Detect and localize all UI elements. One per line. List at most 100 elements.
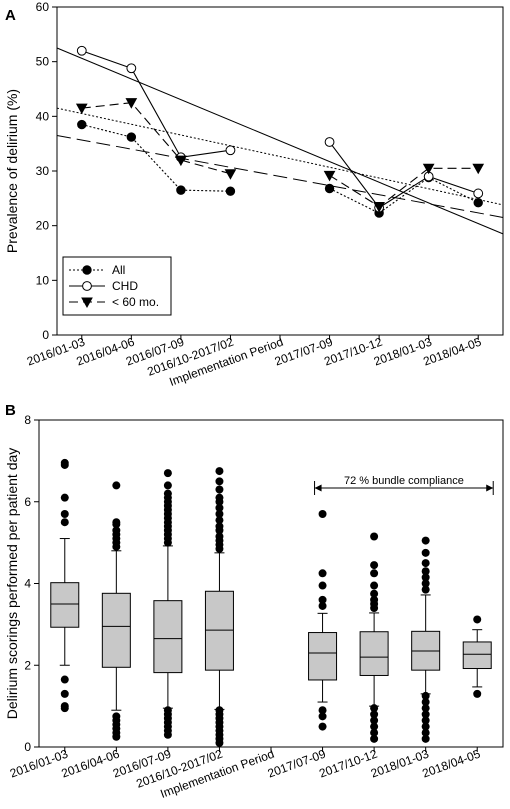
panel-b-outlier-0-6 [60, 458, 69, 467]
panel-b-outlier-5-1 [318, 712, 327, 721]
panel-b-box-group-8 [462, 615, 492, 698]
panel-a-point-1-5 [324, 137, 335, 147]
panel-b-outlier-6-5 [370, 704, 379, 713]
panel-b-outlier-7-0 [421, 734, 430, 743]
panel-a-series-line-1-1 [329, 141, 479, 209]
panel-b-outlier-3-21 [215, 477, 224, 486]
panel-b-box-2 [153, 600, 183, 674]
panel-a-ytick-label-5: 50 [36, 55, 50, 69]
panel-b-outlier-3-20 [215, 485, 224, 494]
panel-a-point-1-0 [76, 45, 87, 56]
panel-a-trend-1 [56, 47, 504, 235]
panel-a-ytick-label-6: 60 [36, 0, 50, 14]
panel-b-outlier-1-12 [112, 518, 121, 527]
panel-a-trend-0 [56, 107, 504, 206]
panel-b-outlier-6-9 [370, 589, 379, 598]
panel-b-outlier-7-1 [421, 728, 430, 737]
panel-a-series-line-2-0 [81, 102, 231, 175]
panel-b-outlier-8-0 [473, 689, 482, 698]
panel-b-outlier-5-0 [318, 722, 327, 731]
panel-b-xtick-label-6: 2017/10-12 [317, 747, 379, 781]
panel-b-outlier-3-14 [215, 522, 224, 531]
panel-b-ytick-label-1: 2 [24, 658, 31, 672]
panel-a-point-2-3 [224, 169, 237, 180]
panel-b-box-8 [462, 641, 492, 670]
panel-b-outlier-6-1 [370, 728, 379, 737]
panel-a-series-line-0-0 [81, 124, 231, 192]
panel-b-outlier-6-12 [370, 561, 379, 570]
panel-a-point-0-3 [225, 186, 236, 196]
panel-b-outlier-3-19 [215, 493, 224, 502]
panel-b-box-1 [101, 592, 131, 668]
panel-b-outlier-7-14 [421, 536, 430, 545]
panel-b-outlier-7-11 [421, 567, 430, 576]
panel-a-legend-marker-1 [82, 281, 92, 291]
panel-b-outlier-2-19 [163, 489, 172, 498]
panel-b-ytick-label-3: 6 [24, 495, 31, 509]
panel-b-outlier-5-6 [318, 569, 327, 578]
panel-b-outlier-6-8 [370, 595, 379, 604]
panel-b-xtick-label-8: 2018/04-05 [420, 747, 482, 781]
panel-b-ylabel: Delirium scorings performed per patient … [4, 448, 20, 720]
panel-b-box-group-3 [204, 467, 234, 747]
panel-b-outlier-6-2 [370, 722, 379, 731]
panel-b-outlier-2-6 [163, 706, 172, 715]
panel-b-box-group-5 [308, 510, 338, 731]
panel-b-outlier-0-4 [60, 493, 69, 502]
panel-b-ytick-label-2: 4 [24, 577, 31, 591]
panel-b-outlier-6-13 [370, 532, 379, 541]
panel-a-point-1-8 [473, 188, 484, 199]
panel-b-outlier-7-13 [421, 548, 430, 557]
panel-a-point-2-5 [323, 170, 336, 182]
panel-b-outlier-7-2 [421, 722, 430, 731]
panel-a-ylabel: Prevalence of delirium (%) [4, 89, 20, 253]
panel-a-point-2-8 [472, 163, 485, 175]
panel-a-point-2-2 [175, 155, 187, 167]
panel-b-box-6 [359, 631, 389, 676]
panel-b-outlier-7-3 [421, 716, 430, 725]
panel-b-box-0 [50, 582, 80, 628]
panel-a-series-line-1-0 [81, 50, 231, 158]
panel-a-ytick-label-0: 0 [42, 328, 49, 342]
panel-a-legend-marker-0 [82, 265, 92, 275]
panel-b-outlier-7-4 [421, 710, 430, 719]
annotation-text-bg [337, 474, 471, 486]
panel-b-outlier-7-5 [421, 704, 430, 713]
panel-a-chart: 01020304050602016/01-032016/04-062016/07… [4, 0, 504, 389]
panel-a-point-2-0 [75, 103, 88, 115]
panel-a-legend-label-1: CHD [112, 279, 138, 293]
panel-b-outlier-1-10 [112, 526, 121, 535]
panel-b-outlier-3-15 [215, 516, 224, 525]
panel-b-outlier-0-3 [60, 675, 69, 684]
panel-b-outlier-2-21 [163, 469, 172, 478]
panel-b-xtick-label-5: 2017/07-09 [266, 747, 328, 781]
panel-a-legend-label-2: < 60 mo. [112, 295, 159, 309]
panel-b-outlier-7-8 [421, 585, 430, 594]
panel-a-point-0-2 [176, 185, 186, 195]
panel-b-outlier-7-10 [421, 573, 430, 582]
panel-b-outlier-5-2 [318, 706, 327, 715]
panel-b-box-group-7 [411, 536, 441, 743]
panel-b-outlier-5-5 [318, 581, 327, 590]
panel-b-frame [38, 419, 504, 748]
panel-b-xtick-label-7: 2018/01-03 [369, 747, 431, 781]
panel-a-legend-label-0: All [112, 263, 125, 277]
panel-a-legend-marker-2 [81, 297, 93, 309]
panel-b-outlier-7-6 [421, 698, 430, 707]
panel-b-outlier-0-1 [60, 704, 69, 713]
panel-b-outlier-3-22 [215, 467, 224, 476]
panel-b-outlier-2-20 [163, 481, 172, 490]
panel-b-box-group-6 [359, 532, 389, 743]
panel-b-outlier-7-12 [421, 559, 430, 568]
panel-b-outlier-7-7 [421, 691, 430, 700]
panel-b-outlier-0-7 [60, 510, 69, 519]
panel-b-outlier-8-1 [473, 615, 482, 624]
panel-a-point-2-7 [422, 163, 435, 175]
panel-b-xtick-label-1: 2016/04-06 [59, 747, 121, 781]
panel-b-outlier-1-13 [112, 481, 121, 490]
panel-b-box-group-1 [101, 481, 131, 741]
panel-b-outlier-3-16 [215, 510, 224, 519]
panel-b-box-group-2 [153, 469, 183, 739]
panel-b-box-5 [308, 632, 338, 681]
